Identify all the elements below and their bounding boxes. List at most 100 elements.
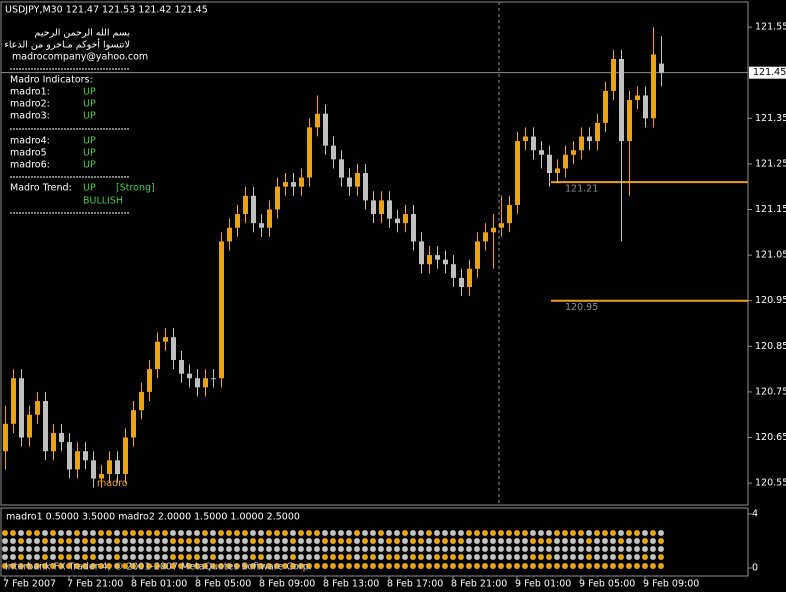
indicator-dot [18, 530, 24, 536]
indicator-dot [554, 563, 560, 569]
indicator-dot [522, 538, 528, 544]
candle-body [339, 159, 344, 178]
indicator-dot [658, 563, 664, 569]
indicator-dot [634, 563, 640, 569]
indicator-dot [354, 546, 360, 552]
indicator-dot [226, 546, 232, 552]
candle-body [547, 154, 552, 174]
overlay-value: UP [83, 148, 96, 159]
indicator-dot [10, 563, 16, 569]
overlay-value: UP [83, 99, 96, 110]
indicator-dot [626, 563, 632, 569]
indicator-dot [570, 554, 576, 560]
candle-body [571, 150, 576, 155]
indicator-dot [282, 530, 288, 536]
indicator-dot [34, 546, 40, 552]
y-tick-label: 121.35 [755, 113, 786, 124]
indicator-dot [242, 554, 248, 560]
indicator-dot [210, 546, 216, 552]
indicator-dot [530, 538, 536, 544]
indicator-dot [154, 554, 160, 560]
indicator-dot [162, 546, 168, 552]
y-tick-label: 120.65 [755, 432, 786, 443]
indicator-dot [314, 546, 320, 552]
indicator-dot [490, 538, 496, 544]
indicator-dot [210, 554, 216, 560]
indicator-dot [186, 563, 192, 569]
x-tick-label: 8 Feb 13:00 [323, 579, 379, 590]
indicator-dot [234, 546, 240, 552]
candle-body [275, 186, 280, 210]
indicator-dot [58, 554, 64, 560]
indicator-dot [178, 530, 184, 536]
indicator-dot [114, 563, 120, 569]
indicator-dot [178, 538, 184, 544]
indicator-dot [290, 530, 296, 536]
indicator-dot [130, 538, 136, 544]
indicator-dot [130, 530, 136, 536]
candle-body [651, 54, 656, 119]
indicator-dot [538, 546, 544, 552]
candle-body [243, 195, 248, 215]
candle-body [387, 200, 392, 219]
indicator-dot [186, 538, 192, 544]
indicator-dot [466, 530, 472, 536]
indicator-dot [498, 563, 504, 569]
indicator-dot [498, 530, 504, 536]
candle-body [35, 401, 40, 415]
indicator-dot [458, 538, 464, 544]
indicator-dot [418, 538, 424, 544]
indicator-dot [450, 530, 456, 536]
indicator-dot [74, 563, 80, 569]
indicator-dot [578, 546, 584, 552]
indicator-dot [202, 563, 208, 569]
candle-body [107, 460, 112, 474]
indicator-dot [234, 538, 240, 544]
indicator-dot [562, 530, 568, 536]
indicator-dot [546, 530, 552, 536]
indicator-dot [298, 546, 304, 552]
indicator-dot [186, 554, 192, 560]
indicator-dot [490, 546, 496, 552]
candle-body [363, 173, 368, 201]
candle-body [635, 95, 640, 101]
indicator-dot [42, 563, 48, 569]
indicator-dot [650, 530, 656, 536]
indicator-dot [130, 563, 136, 569]
indicator-dot [34, 538, 40, 544]
indicator-dot [386, 530, 392, 536]
indicator-dot [338, 554, 344, 560]
indicator-dot [394, 538, 400, 544]
indicator-dot [466, 554, 472, 560]
indicator-dot [506, 554, 512, 560]
indicator-dot [450, 538, 456, 544]
indicator-dot [402, 563, 408, 569]
indicator-dot [298, 538, 304, 544]
candle-body [219, 241, 224, 379]
x-tick-label: 7 Feb 2007 [3, 579, 56, 590]
candle-body [587, 136, 592, 142]
indicator-dot [642, 530, 648, 536]
overlay-value: [Strong] [116, 183, 155, 194]
indicator-dot [154, 538, 160, 544]
indicator-dot [434, 563, 440, 569]
indicator-dot [586, 546, 592, 552]
indicator-dot [370, 538, 376, 544]
candle-body [259, 223, 264, 228]
candle-body [507, 204, 512, 224]
indicator-dot [106, 530, 112, 536]
copyright: Interbank FX Trader 4, © 2001-2007 MetaQ… [5, 562, 312, 573]
indicator-dot [250, 554, 256, 560]
indicator-dot [322, 530, 328, 536]
indicator-dot [50, 563, 56, 569]
candle-body [59, 432, 64, 443]
indicator-dot [466, 546, 472, 552]
indicator-dot [346, 530, 352, 536]
indicator-dot [642, 563, 648, 569]
candle-body [403, 214, 408, 224]
indicator-dot [10, 538, 16, 544]
candle-body [171, 337, 176, 360]
indicator-dot [298, 554, 304, 560]
candle-body [155, 341, 160, 370]
candle-body [139, 391, 144, 411]
